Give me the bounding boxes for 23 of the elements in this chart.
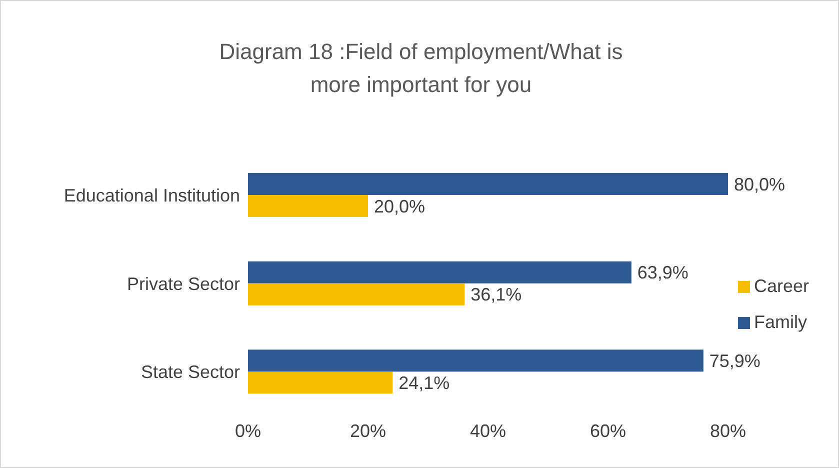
bar [248, 261, 632, 284]
data-label: 80,0% [734, 174, 786, 194]
data-label: 75,9% [709, 351, 760, 372]
x-tick-label: 40% [470, 420, 506, 441]
y-tick-label: Private Sector [126, 274, 240, 294]
legend-label: Career [754, 276, 810, 296]
data-label: 24,1% [398, 373, 450, 394]
bar [248, 283, 465, 306]
data-label: 63,9% [637, 262, 688, 283]
data-label: 36,1% [470, 284, 522, 305]
bar [248, 350, 704, 372]
x-tick-label: 60% [590, 420, 626, 441]
bar [248, 173, 728, 195]
legend-label: Family [754, 312, 807, 332]
chart-title: Diagram 18 :Field of employment/What is more important for you [218, 38, 624, 99]
x-tick-label: 20% [350, 420, 386, 441]
bar [248, 372, 393, 394]
data-label: 20,0% [374, 196, 426, 216]
x-tick-label: 0% [234, 420, 262, 441]
bar [248, 195, 368, 217]
y-tick-label: Educational Institution [64, 186, 240, 206]
x-tick-label: 80% [710, 420, 746, 441]
y-tick-label: State Sector [140, 362, 240, 382]
